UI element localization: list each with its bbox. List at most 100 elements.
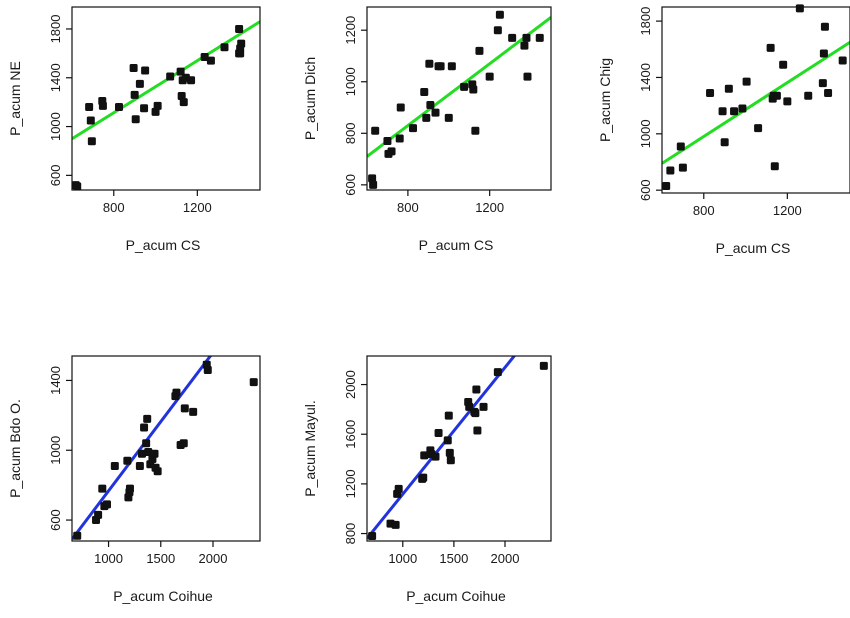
y-tick-label: 1200 [343, 469, 358, 498]
data-point [838, 56, 847, 65]
data-point [469, 85, 478, 94]
data-point [431, 108, 440, 117]
data-point [94, 510, 103, 519]
x-tick-label: 1000 [94, 551, 123, 566]
data-point [493, 368, 502, 377]
plot-frame [71, 6, 261, 191]
x-axis-title: P_acum CS [716, 240, 791, 256]
x-tick-label: 2000 [491, 551, 520, 566]
data-point [724, 84, 733, 93]
data-point [804, 91, 813, 100]
scatter-panel-2: 800 1200 600 800 1000 1200 P_acum CS P_acum Dic… [302, 6, 552, 253]
x-tick-label: 1200 [773, 203, 802, 218]
plot-frame [71, 355, 261, 542]
data-point [820, 22, 829, 31]
data-point [187, 76, 196, 85]
data-point [434, 428, 443, 437]
x-tick-label: 800 [693, 203, 715, 218]
fit-line [662, 40, 850, 165]
data-point [153, 101, 162, 110]
y-axis-title: P_acum Chig [597, 58, 613, 142]
data-point [391, 520, 400, 529]
plot-frame [366, 6, 552, 191]
data-point [206, 56, 215, 65]
data-point [180, 404, 189, 413]
data-point [426, 100, 435, 109]
data-point [135, 461, 144, 470]
scatter-panel-4: 1000 1500 2000 600 1000 1400 P_acum Coihue P_ac… [7, 355, 261, 604]
data-point [200, 53, 209, 62]
data-point [419, 473, 428, 482]
data-point [738, 104, 747, 113]
data-point [493, 26, 502, 35]
y-tick-label: 600 [638, 179, 653, 201]
data-point [676, 142, 685, 151]
data-point [447, 62, 456, 71]
data-point [420, 88, 429, 97]
data-point [678, 163, 687, 172]
data-point [137, 449, 146, 458]
data-point [520, 41, 529, 50]
y-tick-label: 1800 [638, 7, 653, 36]
data-point [508, 33, 517, 42]
x-axis-title: P_acum Coihue [113, 588, 213, 604]
data-point [471, 409, 480, 418]
fit-line [367, 356, 517, 540]
y-tick-label: 1000 [343, 67, 358, 96]
data-point [742, 77, 751, 86]
data-point [420, 451, 429, 460]
data-point [539, 361, 548, 370]
y-tick-label: 600 [48, 165, 63, 187]
data-point [444, 113, 453, 122]
data-point [135, 79, 144, 88]
data-point [523, 72, 532, 81]
x-axis-title: P_acum CS [126, 237, 201, 253]
data-point [177, 92, 186, 101]
data-point [425, 59, 434, 68]
data-point [383, 137, 392, 146]
data-point [783, 97, 792, 106]
data-point [394, 484, 403, 493]
data-point [444, 411, 453, 420]
data-point [115, 103, 123, 112]
data-point [754, 124, 763, 133]
plot-frame [661, 6, 850, 194]
data-point [666, 166, 675, 175]
x-tick-label: 1500 [439, 551, 468, 566]
data-point [153, 467, 162, 476]
data-point [73, 182, 82, 191]
data-point [249, 378, 258, 387]
data-point [473, 426, 482, 435]
data-point [189, 407, 198, 416]
data-point [172, 388, 181, 397]
data-point [395, 134, 404, 143]
x-tick-label: 1200 [183, 200, 212, 215]
x-tick-label: 2000 [199, 551, 228, 566]
x-tick-label: 800 [103, 200, 125, 215]
data-point [179, 98, 188, 107]
data-point [203, 365, 212, 374]
data-point [422, 113, 431, 122]
data-point [166, 72, 175, 81]
data-point [87, 137, 96, 146]
y-tick-label: 1400 [638, 63, 653, 92]
data-point [98, 484, 107, 493]
y-tick-label: 800 [343, 523, 358, 545]
y-tick-label: 1400 [48, 63, 63, 92]
y-axis-title: P_acum Mayul. [302, 400, 318, 496]
data-point [706, 88, 715, 97]
data-point [387, 147, 396, 156]
data-point [371, 126, 380, 135]
data-point [86, 116, 95, 125]
data-point [140, 104, 149, 113]
data-point [446, 456, 455, 465]
y-tick-label: 600 [48, 509, 63, 531]
data-point [730, 107, 739, 116]
x-tick-label: 1500 [146, 551, 175, 566]
data-point [485, 72, 494, 81]
x-axis-title: P_acum Coihue [406, 588, 506, 604]
data-point [176, 67, 185, 76]
y-tick-label: 600 [343, 174, 358, 196]
data-point [824, 88, 833, 97]
